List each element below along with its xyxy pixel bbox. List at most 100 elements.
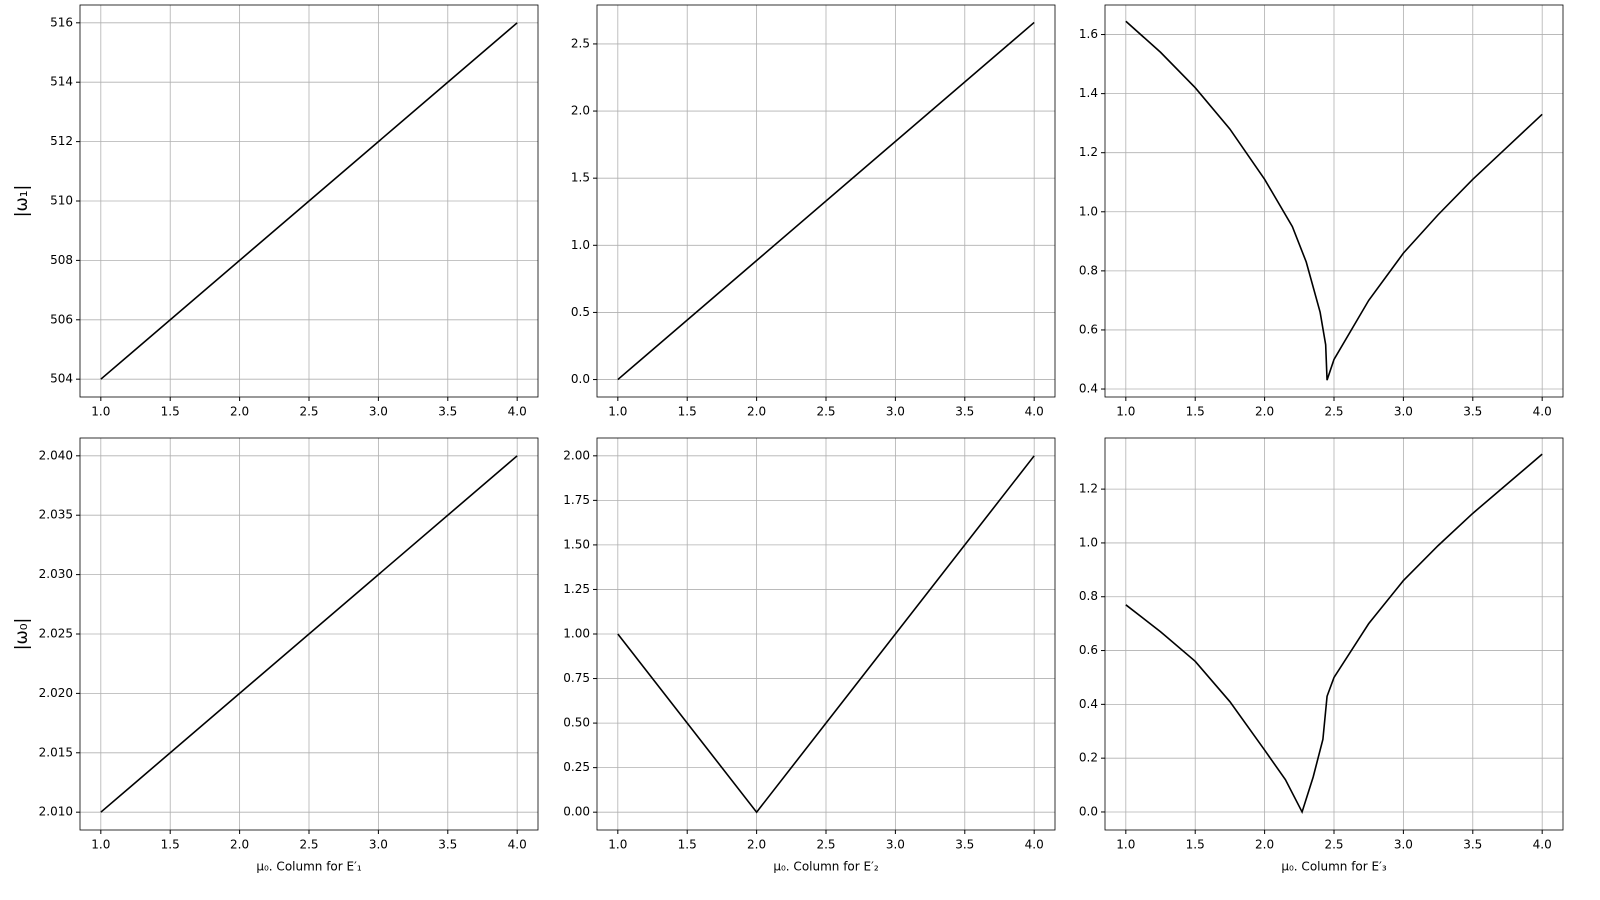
x-tick-label: 3.5 (955, 405, 974, 419)
y-tick-label: 2.00 (563, 448, 590, 462)
y-tick-label: 504 (50, 372, 73, 386)
x-tick-label: 3.0 (1394, 838, 1413, 852)
x-tick-label: 2.5 (816, 405, 835, 419)
y-tick-label: 1.75 (563, 493, 590, 507)
x-tick-label: 4.0 (1533, 838, 1552, 852)
y-tick-label: 0.8 (1079, 263, 1098, 277)
data-line (617, 21, 1035, 381)
y-tick-label: 2.0 (571, 104, 590, 118)
x-tick-label: 2.5 (299, 405, 318, 419)
x-tick-label: 2.0 (230, 838, 249, 852)
y-axis-label: |ω₀| (12, 618, 32, 651)
y-tick-label: 2.020 (39, 686, 73, 700)
x-tick-label: 3.0 (369, 405, 388, 419)
y-tick-label: 0.6 (1079, 643, 1098, 657)
x-tick-label: 2.0 (1255, 405, 1274, 419)
x-tick-label: 1.5 (161, 838, 180, 852)
y-tick-label: 1.0 (571, 238, 590, 252)
y-tick-label: 0.8 (1079, 589, 1098, 603)
x-tick-label: 2.5 (1324, 405, 1343, 419)
y-tick-label: 0.0 (571, 372, 590, 386)
x-tick-label: 1.5 (678, 405, 697, 419)
data-line (1125, 453, 1543, 815)
y-tick-label: 1.0 (1079, 204, 1098, 218)
y-tick-label: 0.4 (1079, 382, 1098, 396)
x-tick-label: 1.5 (1186, 838, 1205, 852)
y-tick-label: 1.2 (1079, 145, 1098, 159)
axes-frame (1104, 4, 1564, 398)
y-tick-label: 512 (50, 134, 73, 148)
y-tick-label: 1.0 (1079, 535, 1098, 549)
y-axis-label: |ω₁| (12, 185, 32, 218)
x-tick-label: 1.5 (1186, 405, 1205, 419)
x-axis-label: μ₀. Column for E′₂ (773, 860, 878, 874)
y-tick-label: 0.2 (1079, 751, 1098, 765)
y-tick-label: 514 (50, 75, 73, 89)
data-line (617, 455, 1035, 814)
x-tick-label: 2.5 (1324, 838, 1343, 852)
x-axis-label: μ₀. Column for E′₃ (1281, 860, 1386, 874)
y-tick-label: 1.5 (571, 171, 590, 185)
x-tick-label: 3.5 (955, 838, 974, 852)
y-tick-label: 2.030 (39, 567, 73, 581)
y-tick-label: 1.25 (563, 582, 590, 596)
y-tick-label: 1.6 (1079, 27, 1098, 41)
y-tick-label: 0.25 (563, 760, 590, 774)
y-tick-label: 2.040 (39, 448, 73, 462)
y-tick-label: 2.010 (39, 805, 73, 819)
y-tick-label: 2.015 (39, 745, 73, 759)
x-tick-label: 2.0 (747, 405, 766, 419)
x-tick-label: 3.0 (369, 838, 388, 852)
x-tick-label: 4.0 (1025, 838, 1044, 852)
x-tick-label: 1.0 (1116, 838, 1135, 852)
x-tick-label: 2.0 (230, 405, 249, 419)
y-tick-label: 1.4 (1079, 86, 1098, 100)
y-tick-label: 0.6 (1079, 322, 1098, 336)
y-tick-label: 0.0 (1079, 804, 1098, 818)
data-line (1125, 20, 1543, 381)
y-tick-label: 2.025 (39, 627, 73, 641)
x-tick-label: 3.0 (886, 838, 905, 852)
y-tick-label: 1.50 (563, 537, 590, 551)
x-tick-label: 1.5 (678, 838, 697, 852)
axes-frame (79, 437, 539, 831)
y-tick-label: 2.5 (571, 36, 590, 50)
y-tick-label: 0.00 (563, 805, 590, 819)
y-tick-label: 0.5 (571, 305, 590, 319)
x-tick-label: 2.0 (1255, 838, 1274, 852)
axes-frame (1104, 437, 1564, 831)
y-tick-label: 0.50 (563, 716, 590, 730)
axes-frame (596, 437, 1056, 831)
x-tick-label: 1.0 (91, 838, 110, 852)
axes-frame (596, 4, 1056, 398)
y-tick-label: 0.4 (1079, 697, 1098, 711)
y-tick-label: 1.2 (1079, 482, 1098, 496)
x-tick-label: 2.5 (299, 838, 318, 852)
x-tick-label: 1.0 (608, 838, 627, 852)
data-line (100, 455, 518, 813)
x-tick-label: 1.0 (91, 405, 110, 419)
y-tick-label: 510 (50, 194, 73, 208)
y-tick-label: 508 (50, 253, 73, 267)
axes-frame (79, 4, 539, 398)
x-tick-label: 2.0 (747, 838, 766, 852)
y-tick-label: 506 (50, 312, 73, 326)
x-tick-label: 3.5 (438, 838, 457, 852)
x-tick-label: 4.0 (508, 405, 527, 419)
x-tick-label: 3.5 (1463, 405, 1482, 419)
x-tick-label: 3.5 (1463, 838, 1482, 852)
y-tick-label: 516 (50, 15, 73, 29)
x-tick-label: 2.5 (816, 838, 835, 852)
x-tick-label: 4.0 (1025, 405, 1044, 419)
y-tick-label: 2.035 (39, 508, 73, 522)
x-tick-label: 3.5 (438, 405, 457, 419)
x-tick-label: 3.0 (1394, 405, 1413, 419)
x-tick-label: 1.0 (608, 405, 627, 419)
y-tick-label: 0.75 (563, 671, 590, 685)
x-tick-label: 1.5 (161, 405, 180, 419)
x-tick-label: 1.0 (1116, 405, 1135, 419)
x-tick-label: 4.0 (508, 838, 527, 852)
x-tick-label: 3.0 (886, 405, 905, 419)
